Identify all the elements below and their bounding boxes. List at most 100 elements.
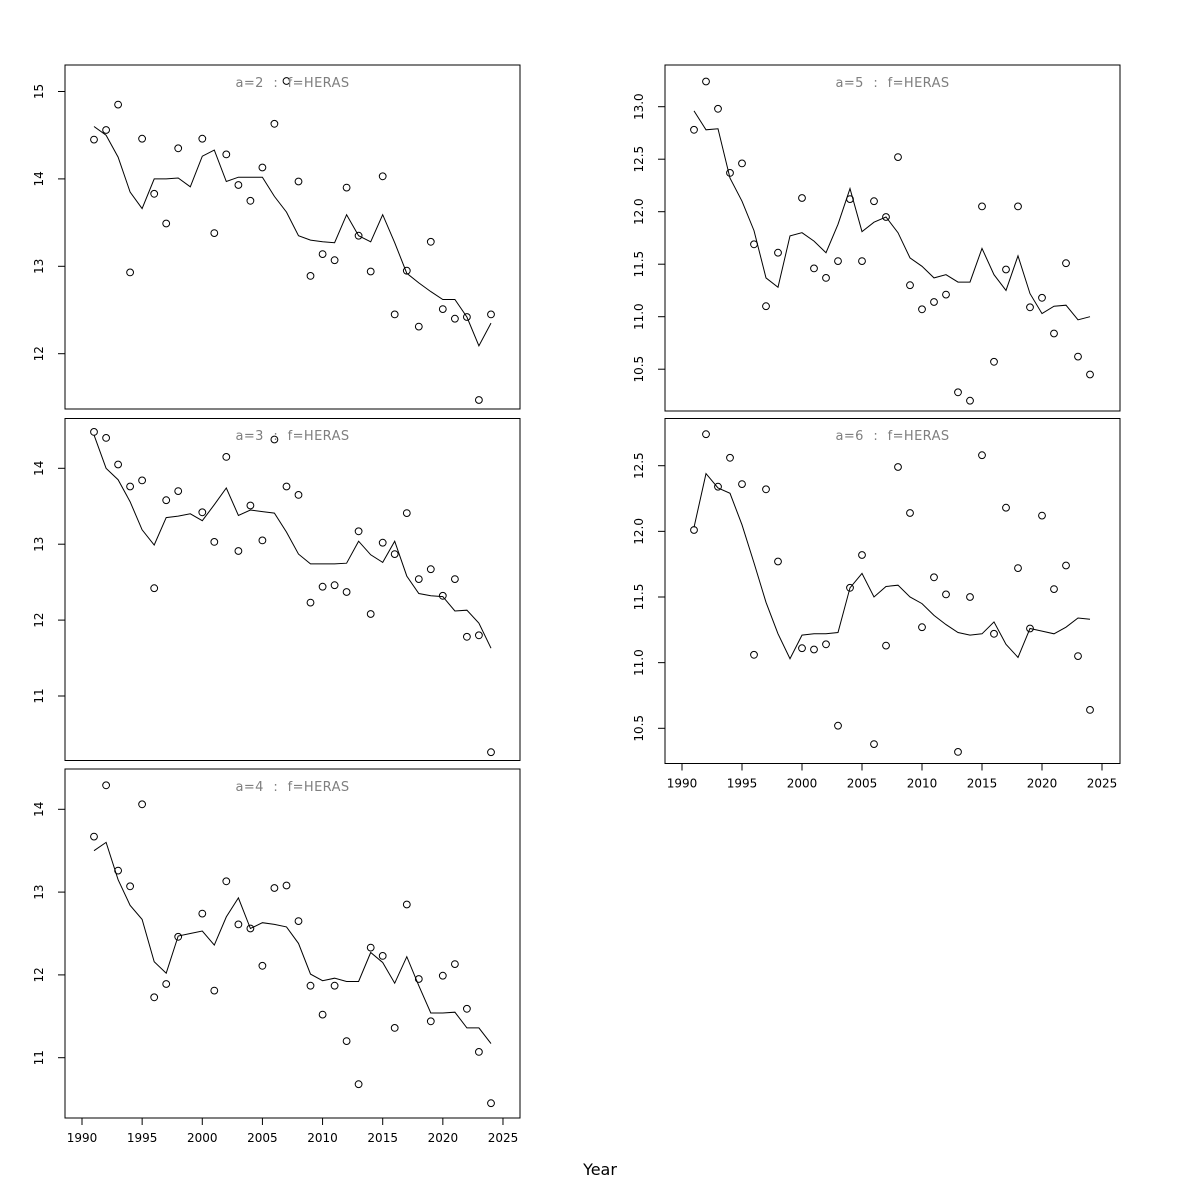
obs-point (282, 881, 291, 890)
y-tick-label: 15 (32, 84, 46, 99)
obs-point (114, 100, 122, 109)
obs-point (102, 781, 110, 790)
obs-point (174, 932, 183, 941)
obs-point (234, 181, 243, 189)
y-tick-label: 11.5 (632, 584, 646, 611)
obs-point (1074, 352, 1082, 361)
obs-point (690, 526, 698, 534)
obs-point (822, 274, 830, 282)
x-tick-label: 1990 (67, 1131, 98, 1145)
panel-a6: 10.5 11.0 11.5 12.0 12.5 1990 1995 2000 2005 2010… (632, 418, 1121, 791)
obs-point (366, 267, 375, 276)
obs-point (402, 266, 411, 275)
obs-point (1038, 511, 1046, 520)
obs-point (894, 463, 902, 471)
obs-point (294, 917, 303, 925)
obs-point (822, 640, 830, 649)
obs-point (438, 591, 447, 600)
obs-point (475, 1048, 483, 1056)
obs-point (475, 631, 483, 640)
obs-point (978, 202, 986, 211)
panel-a3-title: a=3 : f=HERAS (235, 429, 350, 444)
obs-point (378, 952, 387, 960)
obs-point (174, 487, 183, 496)
obs-point (162, 496, 171, 505)
obs-point (90, 428, 98, 436)
obs-point (150, 189, 159, 198)
y-tick-label: 14 (32, 461, 46, 476)
obs-point (126, 882, 135, 891)
y-tick-label: 11.5 (632, 251, 646, 278)
x-tick-label: 2020 (428, 1131, 459, 1145)
obs-point (1014, 202, 1022, 211)
obs-point (330, 256, 339, 265)
y-tick-label: 11.0 (632, 649, 646, 676)
obs-point (714, 104, 722, 113)
obs-point (990, 357, 998, 366)
obs-point (894, 153, 902, 162)
panel-border (64, 418, 521, 761)
obs-point (451, 314, 459, 323)
x-tick-label: 2005 (847, 777, 878, 791)
obs-point (702, 430, 710, 439)
obs-point (870, 197, 878, 206)
y-tick-label: 12 (32, 967, 46, 982)
obs-point (282, 77, 291, 85)
y-tick-label: 11 (32, 1050, 46, 1065)
obs-point (354, 1080, 363, 1089)
obs-point (210, 986, 219, 995)
obs-point (246, 924, 255, 933)
obs-point (366, 943, 375, 952)
obs-point (463, 632, 471, 641)
obs-point (126, 268, 135, 277)
obs-point (918, 623, 926, 632)
obs-point (366, 610, 375, 618)
obs-point (270, 884, 279, 892)
panel-a4-title: a=4 : f=HERAS (235, 780, 350, 795)
obs-point (330, 981, 339, 990)
obs-point (102, 434, 110, 442)
obs-point (390, 310, 399, 319)
obs-point (690, 125, 698, 134)
obs-point (1086, 370, 1094, 379)
obs-point (222, 150, 231, 159)
obs-point (354, 231, 363, 240)
fitted-line (93, 126, 492, 347)
panel-a5: 10.5 11.0 11.5 12.0 12.5 13.0 (632, 64, 1121, 412)
obs-point (258, 536, 267, 545)
obs-point (318, 250, 327, 259)
obs-point (138, 800, 147, 809)
obs-point (198, 508, 207, 517)
obs-point (378, 172, 387, 181)
obs-point (846, 583, 854, 592)
panel-a2: 12 13 14 15 (32, 64, 521, 410)
x-tick-label: 2015 (967, 777, 998, 791)
obs-point (150, 993, 159, 1002)
y-tick-label: 13 (32, 884, 46, 899)
obs-point (414, 575, 423, 583)
y-tick-label: 14 (32, 802, 46, 817)
obs-point (954, 748, 962, 756)
panel-border (64, 64, 521, 410)
x-tick-label: 1990 (667, 777, 698, 791)
x-axis-label: Year (583, 1160, 617, 1179)
y-tick-label: 12.0 (632, 198, 646, 225)
obs-point (174, 144, 183, 153)
obs-point (1062, 259, 1070, 268)
obs-point (738, 159, 746, 168)
obs-point (150, 584, 159, 593)
obs-point (378, 538, 387, 547)
obs-point (1074, 652, 1082, 660)
obs-point (222, 877, 231, 886)
obs-point (1014, 564, 1022, 572)
y-tick-label: 10.5 (632, 356, 646, 383)
obs-point (138, 134, 147, 143)
obs-point (90, 832, 98, 841)
y-tick-label: 14 (32, 171, 46, 186)
obs-point (426, 1017, 435, 1026)
obs-point (306, 598, 315, 607)
obs-point (882, 641, 890, 650)
obs-point (414, 322, 423, 331)
